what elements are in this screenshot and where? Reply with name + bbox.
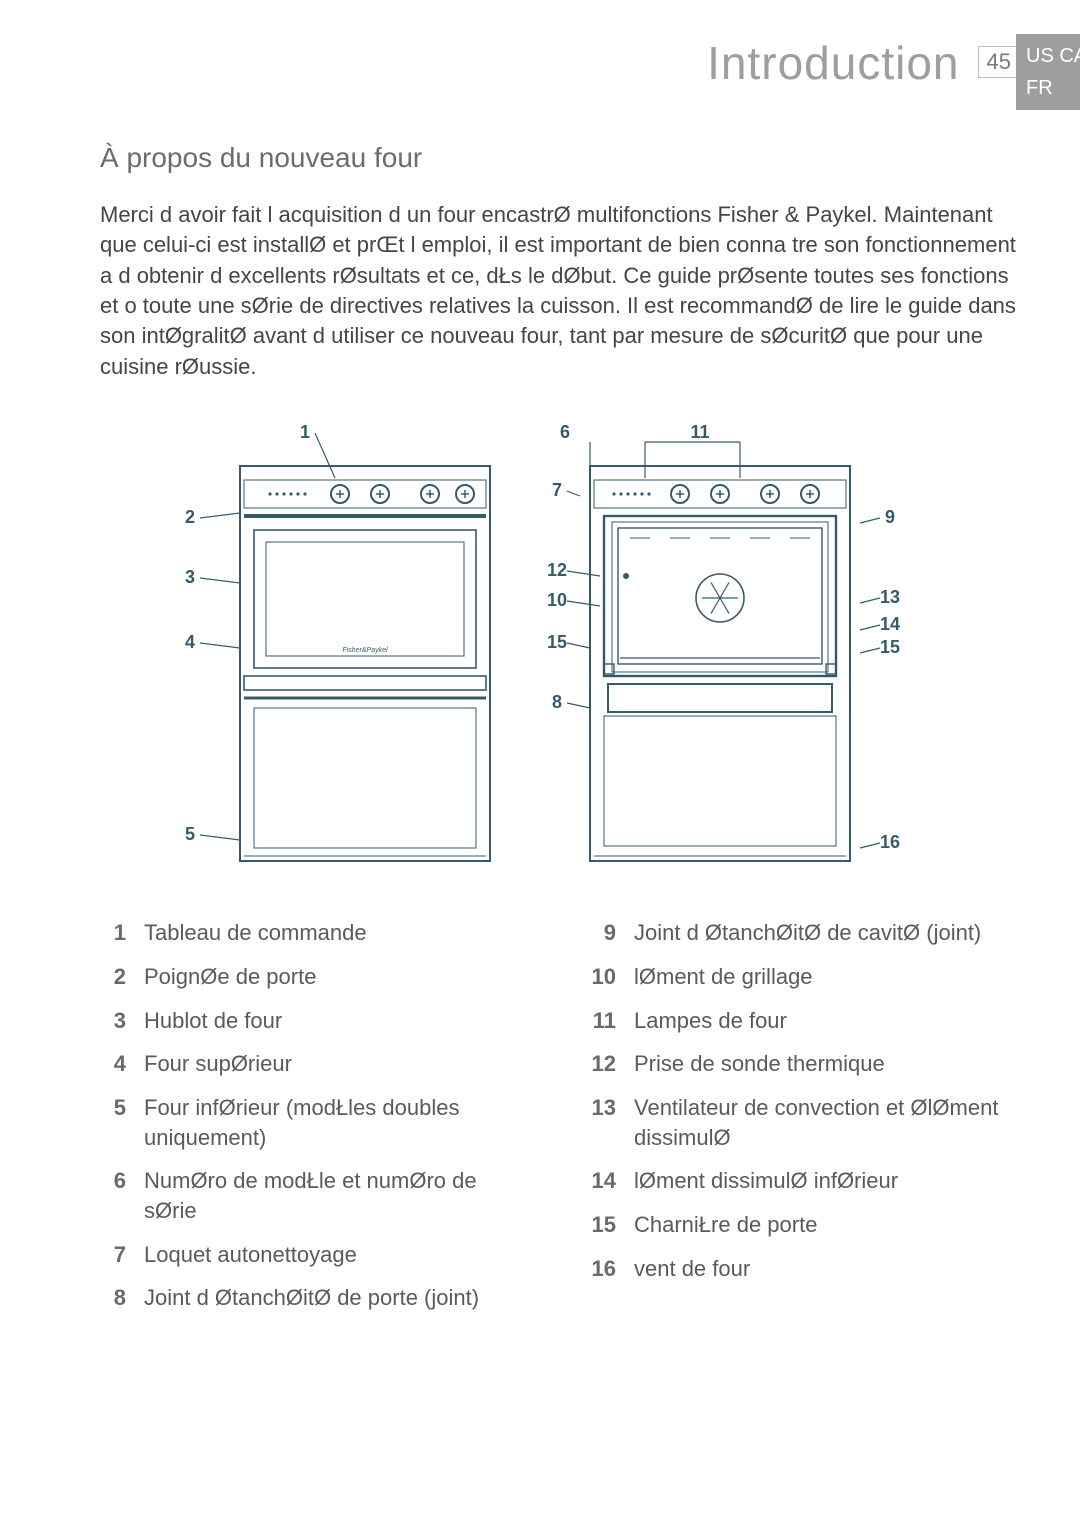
legend-number: 10 xyxy=(590,962,616,992)
legend-number: 6 xyxy=(100,1166,126,1225)
legend-item: 5 Four infØrieur (modŁles doubles uniquem… xyxy=(100,1093,530,1152)
locale-top: US CA xyxy=(1026,40,1076,72)
svg-text:3: 3 xyxy=(185,567,195,587)
svg-text:7: 7 xyxy=(552,480,562,500)
legend-number: 15 xyxy=(590,1210,616,1240)
svg-text:2: 2 xyxy=(185,507,195,527)
legend-text: Four supØrieur xyxy=(144,1049,530,1079)
svg-text:14: 14 xyxy=(880,614,900,634)
legend-text: Lampes de four xyxy=(634,1006,1020,1036)
legend-text: Loquet autonettoyage xyxy=(144,1240,530,1270)
legend-text: Joint d ØtanchØitØ de cavitØ (joint) xyxy=(634,918,1020,948)
legend-number: 11 xyxy=(590,1006,616,1036)
svg-text:6: 6 xyxy=(560,422,570,442)
legend-item: 14 lØment dissimulØ infØrieur xyxy=(590,1166,1020,1196)
legend-item: 12 Prise de sonde thermique xyxy=(590,1049,1020,1079)
legend-number: 7 xyxy=(100,1240,126,1270)
legend-text: lØment dissimulØ infØrieur xyxy=(634,1166,1020,1196)
legend-text: Four infØrieur (modŁles doubles uniqueme… xyxy=(144,1093,530,1152)
legend-number: 9 xyxy=(590,918,616,948)
legend-number: 16 xyxy=(590,1254,616,1284)
header-title: Introduction xyxy=(707,36,959,90)
legend-text: CharniŁre de porte xyxy=(634,1210,1020,1240)
legend-item: 10 lØment de grillage xyxy=(590,962,1020,992)
legend-right-column: 9 Joint d ØtanchØitØ de cavitØ (joint) 10 l… xyxy=(590,918,1020,1283)
svg-text:15: 15 xyxy=(547,632,567,652)
legend-item: 16 vent de four xyxy=(590,1254,1020,1284)
legend-text: PoignØe de porte xyxy=(144,962,530,992)
legend-item: 6 NumØro de modŁle et numØro de sØrie xyxy=(100,1166,530,1225)
intro-paragraph: Merci d avoir fait l acquisition d un fo… xyxy=(100,200,1020,382)
locale-badge: US CA FR xyxy=(1016,34,1080,110)
legend-text: lØment de grillage xyxy=(634,962,1020,992)
legend-item: 4 Four supØrieur xyxy=(100,1049,530,1079)
legend-number: 13 xyxy=(590,1093,616,1152)
svg-text:10: 10 xyxy=(547,590,567,610)
svg-text:12: 12 xyxy=(547,560,567,580)
page-number-box: 45 xyxy=(978,46,1020,78)
legend-item: 9 Joint d ØtanchØitØ de cavitØ (joint) xyxy=(590,918,1020,948)
legend-item: 2 PoignØe de porte xyxy=(100,962,530,992)
legend-item: 15 CharniŁre de porte xyxy=(590,1210,1020,1240)
legend-item: 8 Joint d ØtanchØitØ de porte (joint) xyxy=(100,1283,530,1313)
legend: 1 Tableau de commande 2 PoignØe de porte 3 Hu… xyxy=(100,918,1020,1327)
page-header: Introduction 45 xyxy=(100,36,1020,90)
legend-item: 7 Loquet autonettoyage xyxy=(100,1240,530,1270)
svg-text:15: 15 xyxy=(880,637,900,657)
legend-number: 1 xyxy=(100,918,126,948)
legend-text: NumØro de modŁle et numØro de sØrie xyxy=(144,1166,530,1225)
legend-left-column: 1 Tableau de commande 2 PoignØe de porte 3 Hu… xyxy=(100,918,530,1313)
legend-text: Prise de sonde thermique xyxy=(634,1049,1020,1079)
svg-text:8: 8 xyxy=(552,692,562,712)
svg-text:5: 5 xyxy=(185,824,195,844)
legend-number: 5 xyxy=(100,1093,126,1152)
legend-number: 8 xyxy=(100,1283,126,1313)
legend-item: 13 Ventilateur de convection et ØlØment d… xyxy=(590,1093,1020,1152)
legend-number: 2 xyxy=(100,962,126,992)
legend-text: vent de four xyxy=(634,1254,1020,1284)
svg-text:Fisher&Paykel: Fisher&Paykel xyxy=(342,647,388,654)
legend-number: 14 xyxy=(590,1166,616,1196)
locale-bottom: FR xyxy=(1026,72,1076,104)
svg-text:11: 11 xyxy=(690,422,709,442)
legend-item: 1 Tableau de commande xyxy=(100,918,530,948)
section-title: À propos du nouveau four xyxy=(100,142,1020,174)
svg-text:16: 16 xyxy=(880,832,900,852)
legend-item: 11 Lampes de four xyxy=(590,1006,1020,1036)
svg-text:4: 4 xyxy=(185,632,195,652)
legend-text: Joint d ØtanchØitØ de porte (joint) xyxy=(144,1283,530,1313)
legend-number: 12 xyxy=(590,1049,616,1079)
svg-text:9: 9 xyxy=(885,507,895,527)
legend-text: Hublot de four xyxy=(144,1006,530,1036)
legend-text: Ventilateur de convection et ØlØment dis… xyxy=(634,1093,1020,1152)
legend-item: 3 Hublot de four xyxy=(100,1006,530,1036)
legend-number: 3 xyxy=(100,1006,126,1036)
legend-text: Tableau de commande xyxy=(144,918,530,948)
legend-number: 4 xyxy=(100,1049,126,1079)
svg-text:1: 1 xyxy=(300,422,310,442)
oven-diagram: Fisher&Paykel1234511671210158913141516 xyxy=(90,408,910,878)
svg-text:13: 13 xyxy=(880,587,900,607)
